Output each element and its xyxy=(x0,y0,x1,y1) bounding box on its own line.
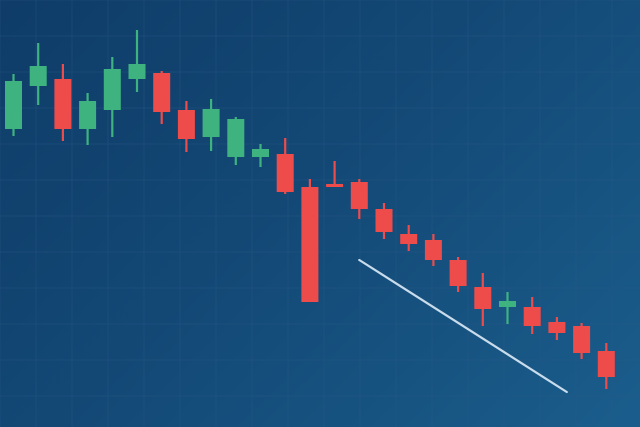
candle-down xyxy=(301,179,319,302)
candle-up xyxy=(5,74,22,136)
candle-body xyxy=(474,287,492,309)
candle-body xyxy=(548,322,566,333)
candle-body xyxy=(523,307,541,326)
candle-down xyxy=(548,317,566,340)
candle-down xyxy=(375,203,393,239)
candle-down xyxy=(597,343,615,389)
candle-body xyxy=(202,109,220,137)
trendline-layer xyxy=(358,258,568,394)
candle-body xyxy=(227,119,245,157)
candle-up xyxy=(227,117,245,165)
candle-body xyxy=(499,301,516,307)
candle-down xyxy=(54,64,72,141)
candle-body xyxy=(29,66,47,86)
candle-up xyxy=(202,99,220,151)
candle-down xyxy=(350,179,368,219)
candle-body xyxy=(424,240,442,260)
candle-down xyxy=(326,161,344,187)
candle-body xyxy=(301,187,319,302)
candle-body xyxy=(54,79,72,129)
candle-up xyxy=(128,30,146,92)
candle-body xyxy=(326,184,344,187)
candle-body xyxy=(128,64,146,79)
candle-down xyxy=(424,234,442,266)
candle-down xyxy=(474,273,492,326)
candle-body xyxy=(375,209,393,232)
candle-down xyxy=(400,225,418,251)
candle-up xyxy=(499,292,516,324)
candle-down xyxy=(573,323,591,359)
candles xyxy=(5,30,615,389)
candle-down xyxy=(523,297,541,334)
candle-up xyxy=(252,144,269,167)
candle-down xyxy=(449,257,467,292)
candle-body xyxy=(103,69,121,110)
candle-down xyxy=(177,101,195,152)
candle-body xyxy=(177,110,195,139)
candle-down xyxy=(153,71,171,124)
candle-body xyxy=(79,101,97,129)
candle-body xyxy=(449,260,467,286)
candle-up xyxy=(103,57,121,137)
candle-body xyxy=(400,234,418,244)
candle-body xyxy=(597,351,615,377)
candle-up xyxy=(29,43,47,105)
candle-body xyxy=(276,154,294,192)
candle-body xyxy=(5,81,22,129)
candle-down xyxy=(276,138,294,194)
trendline xyxy=(358,258,568,394)
candle-body xyxy=(350,182,368,209)
candle-body xyxy=(252,149,269,157)
candle-up xyxy=(79,93,97,145)
candle-body xyxy=(153,73,171,112)
candle-body xyxy=(573,326,591,353)
